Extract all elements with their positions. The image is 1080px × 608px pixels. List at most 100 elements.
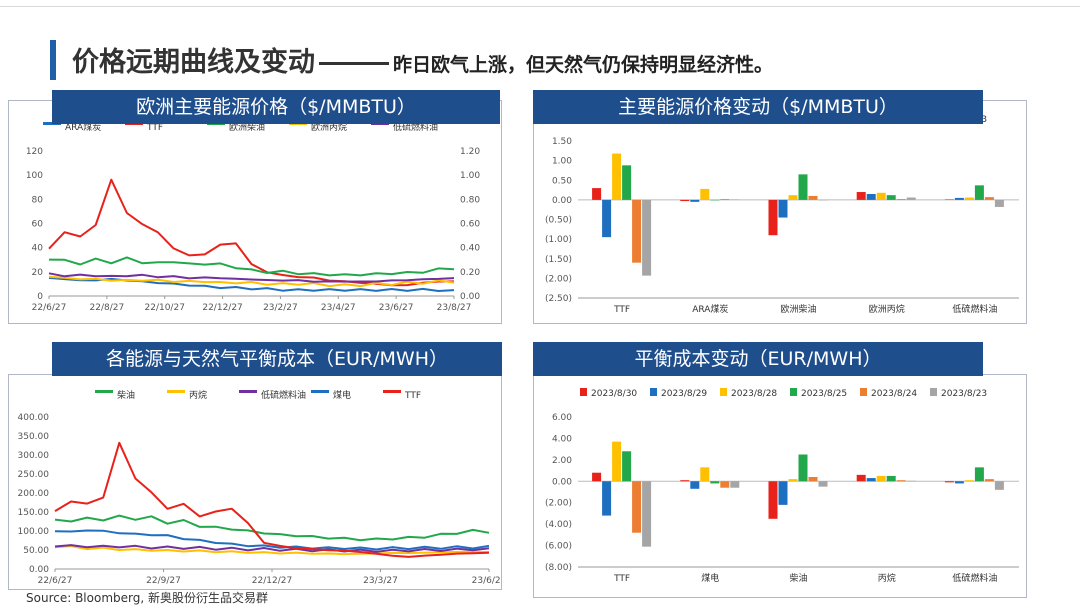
c0-ytick-right-4: 0.80	[460, 195, 480, 205]
c1-bar-1-0	[680, 199, 690, 202]
c0-series-2	[48, 256, 455, 277]
c3-legend-label-0: 2023/8/30	[591, 389, 637, 399]
c2-ytick-3: 150.00	[18, 508, 50, 518]
c3-bar-4-0	[944, 481, 954, 483]
c1-bar-1-2	[700, 188, 710, 200]
c3-legend-swatch-2	[720, 388, 727, 396]
c2-xtick-2: 22/12/27	[252, 576, 292, 586]
c3-category-4: 低硫燃料油	[952, 572, 997, 584]
c3-ytick-1: 4.00	[552, 434, 572, 444]
c1-bar-4-2	[964, 197, 974, 200]
c3-bar-3-5	[906, 480, 916, 482]
c1-bar-0-4	[632, 199, 642, 263]
c3-bar-1-1	[690, 481, 700, 489]
chart-price-change: 2023/8/302023/8/292023/8/282023/8/252023…	[545, 114, 1019, 315]
c1-ytick-6: (1.50)	[545, 255, 572, 265]
c0-ytick-1: 20	[32, 268, 44, 278]
c2-legend-swatch-3	[311, 390, 329, 393]
c0-legend-label-1: TTF	[146, 123, 163, 133]
c1-bar-2-4	[808, 195, 818, 200]
c1-bar-3-3	[886, 195, 896, 200]
c1-bar-2-1	[778, 199, 788, 218]
c3-bar-0-1	[602, 481, 612, 516]
c3-bar-2-4	[808, 477, 818, 482]
c1-bar-0-5	[642, 199, 652, 276]
c0-xtick-2: 22/10/27	[145, 303, 185, 313]
c1-bar-4-0	[944, 199, 954, 200]
c1-bar-3-1	[866, 193, 876, 200]
c1-bar-1-1	[690, 199, 700, 202]
c3-bar-1-2	[700, 467, 710, 482]
c1-bar-3-4	[896, 199, 906, 200]
c0-ytick-right-5: 1.00	[460, 171, 480, 181]
c2-legend-label-2: 低硫燃料油	[261, 389, 306, 401]
c1-bar-3-5	[906, 197, 916, 200]
c3-bar-4-1	[954, 481, 964, 484]
c1-bar-0-1	[602, 199, 612, 238]
c3-bar-1-4	[720, 481, 730, 488]
c1-bar-1-4	[720, 199, 730, 200]
panel-eu-price: ARA煤炭 TTF 欧洲柴油 欧洲丙烷 低硫燃料油 0 20 40 60 80 100 120 0.00…	[8, 100, 502, 324]
c1-bar-3-2	[876, 192, 886, 200]
c2-series-1	[54, 545, 490, 556]
c0-ytick-right-1: 0.20	[460, 268, 480, 278]
c3-bar-2-1	[778, 481, 788, 505]
source-note: Source: Bloomberg, 新奥股份衍生品交易群	[26, 591, 268, 605]
c2-ytick-1: 50.00	[23, 546, 49, 556]
c1-bar-2-5	[818, 199, 828, 201]
c2-legend-label-4: TTF	[404, 391, 421, 401]
c1-ytick-4: (0.50)	[545, 216, 572, 226]
c1-bar-4-4	[984, 197, 994, 200]
c0-ytick-6: 120	[26, 147, 43, 157]
c3-bar-1-5	[730, 481, 740, 488]
c3-bar-4-4	[984, 479, 994, 482]
panel-balance-cost-header: 各能源与天然气平衡成本（EUR/MWH）	[52, 342, 502, 376]
c0-xtick-5: 23/4/27	[321, 303, 356, 313]
c3-bar-0-0	[592, 472, 602, 482]
c3-bar-1-0	[680, 480, 690, 482]
c3-bar-3-2	[876, 475, 886, 482]
c3-category-3: 丙烷	[878, 572, 896, 584]
c1-ytick-1: 1.00	[552, 157, 572, 167]
panel-eu-price-header: 欧洲主要能源价格（$/MMBTU）	[52, 90, 500, 124]
c3-bar-2-0	[768, 481, 778, 519]
c3-legend-swatch-4	[860, 388, 867, 396]
c2-xtick-1: 22/9/27	[146, 576, 181, 586]
c2-ytick-2: 100.00	[18, 527, 50, 537]
c3-legend-swatch-5	[930, 388, 937, 396]
c1-bar-4-5	[994, 199, 1004, 207]
c2-legend-swatch-2	[239, 390, 257, 393]
c1-ytick-2: 0.50	[552, 176, 572, 186]
c2-legend-swatch-0	[95, 390, 113, 393]
c2-series-4	[54, 441, 490, 558]
c3-ytick-4: (2.00)	[545, 499, 572, 509]
c1-bar-1-3	[710, 199, 720, 201]
c3-bar-3-0	[856, 474, 866, 482]
c3-legend-label-5: 2023/8/23	[941, 389, 987, 399]
panel-cost-change-header: 平衡成本变动（EUR/MWH）	[533, 342, 983, 376]
c0-ytick-right-3: 0.60	[460, 220, 480, 230]
c1-bar-0-0	[592, 188, 602, 200]
c3-bar-3-4	[896, 480, 906, 482]
c1-category-4: 低硫燃料油	[952, 303, 997, 315]
c3-ytick-6: (6.00)	[545, 542, 572, 552]
c0-series-4	[48, 272, 455, 283]
c3-bar-4-5	[994, 481, 1004, 490]
c1-ytick-7: (2.00)	[545, 274, 572, 284]
c0-xtick-1: 22/8/27	[90, 303, 125, 313]
panel-price-change-header: 主要能源价格变动（$/MMBTU）	[533, 90, 983, 124]
c3-legend-swatch-1	[650, 388, 657, 396]
panel-balance-cost: 柴油 丙烷 低硫燃料油 煤电 TTF 0.00 50.00 100.00 150.00 200.0…	[8, 374, 506, 590]
c2-legend-label-3: 煤电	[333, 389, 351, 401]
page-title: 价格远期曲线及变动 昨日欧气上涨，但天然气仍保持明显经济性。	[72, 40, 773, 79]
chart-cost-change: 2023/8/30 2023/8/29 2023/8/28 2023/8/25 2023…	[545, 388, 1019, 584]
c1-bar-0-2	[612, 153, 622, 200]
c1-bar-2-0	[768, 199, 778, 236]
c3-ytick-7: (8.00)	[545, 563, 572, 573]
c3-category-0: TTF	[613, 574, 630, 584]
page-title-text: 价格远期曲线及变动	[72, 47, 315, 78]
c3-bar-2-3	[798, 454, 808, 482]
c1-category-2: 欧洲柴油	[780, 303, 816, 315]
c3-bar-2-5	[818, 481, 828, 487]
c3-bar-3-1	[866, 478, 876, 482]
